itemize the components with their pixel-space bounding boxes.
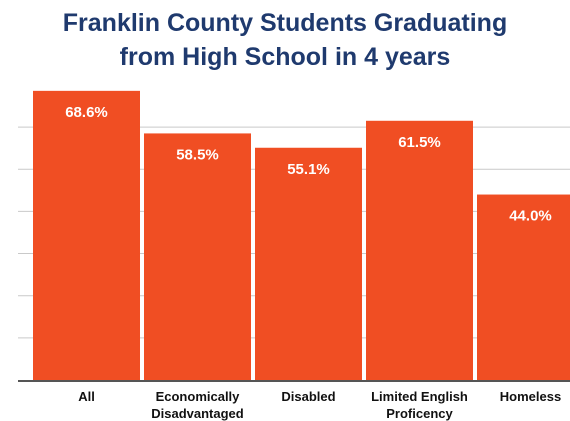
chart-title-line-2: from High School in 4 years	[119, 43, 451, 71]
chart-title: Franklin County Students Graduating from…	[0, 6, 570, 74]
chart-title-line-1: Franklin County Students Graduating	[62, 9, 508, 37]
category-label-0-line-0: All	[78, 389, 95, 404]
category-label-3-line-0: Limited English	[371, 389, 468, 404]
category-label-1-line-0: Economically	[156, 389, 241, 404]
bar-1	[144, 133, 251, 380]
category-label-1-line-1: Disadvantaged	[151, 406, 244, 421]
value-label-4: 44.0%	[509, 208, 552, 225]
value-label-3: 61.5%	[398, 134, 441, 151]
bar-3	[366, 120, 473, 380]
bar-2	[255, 147, 362, 380]
bar-4	[477, 194, 570, 380]
bar-0	[33, 90, 140, 380]
value-label-0: 68.6%	[65, 104, 108, 121]
category-label-4-line-0: Homeless	[500, 389, 561, 404]
category-label-2-line-0: Disabled	[281, 389, 335, 404]
value-label-2: 55.1%	[287, 161, 330, 178]
category-label-3-line-1: Proficency	[386, 406, 453, 421]
value-label-1: 58.5%	[176, 146, 219, 163]
